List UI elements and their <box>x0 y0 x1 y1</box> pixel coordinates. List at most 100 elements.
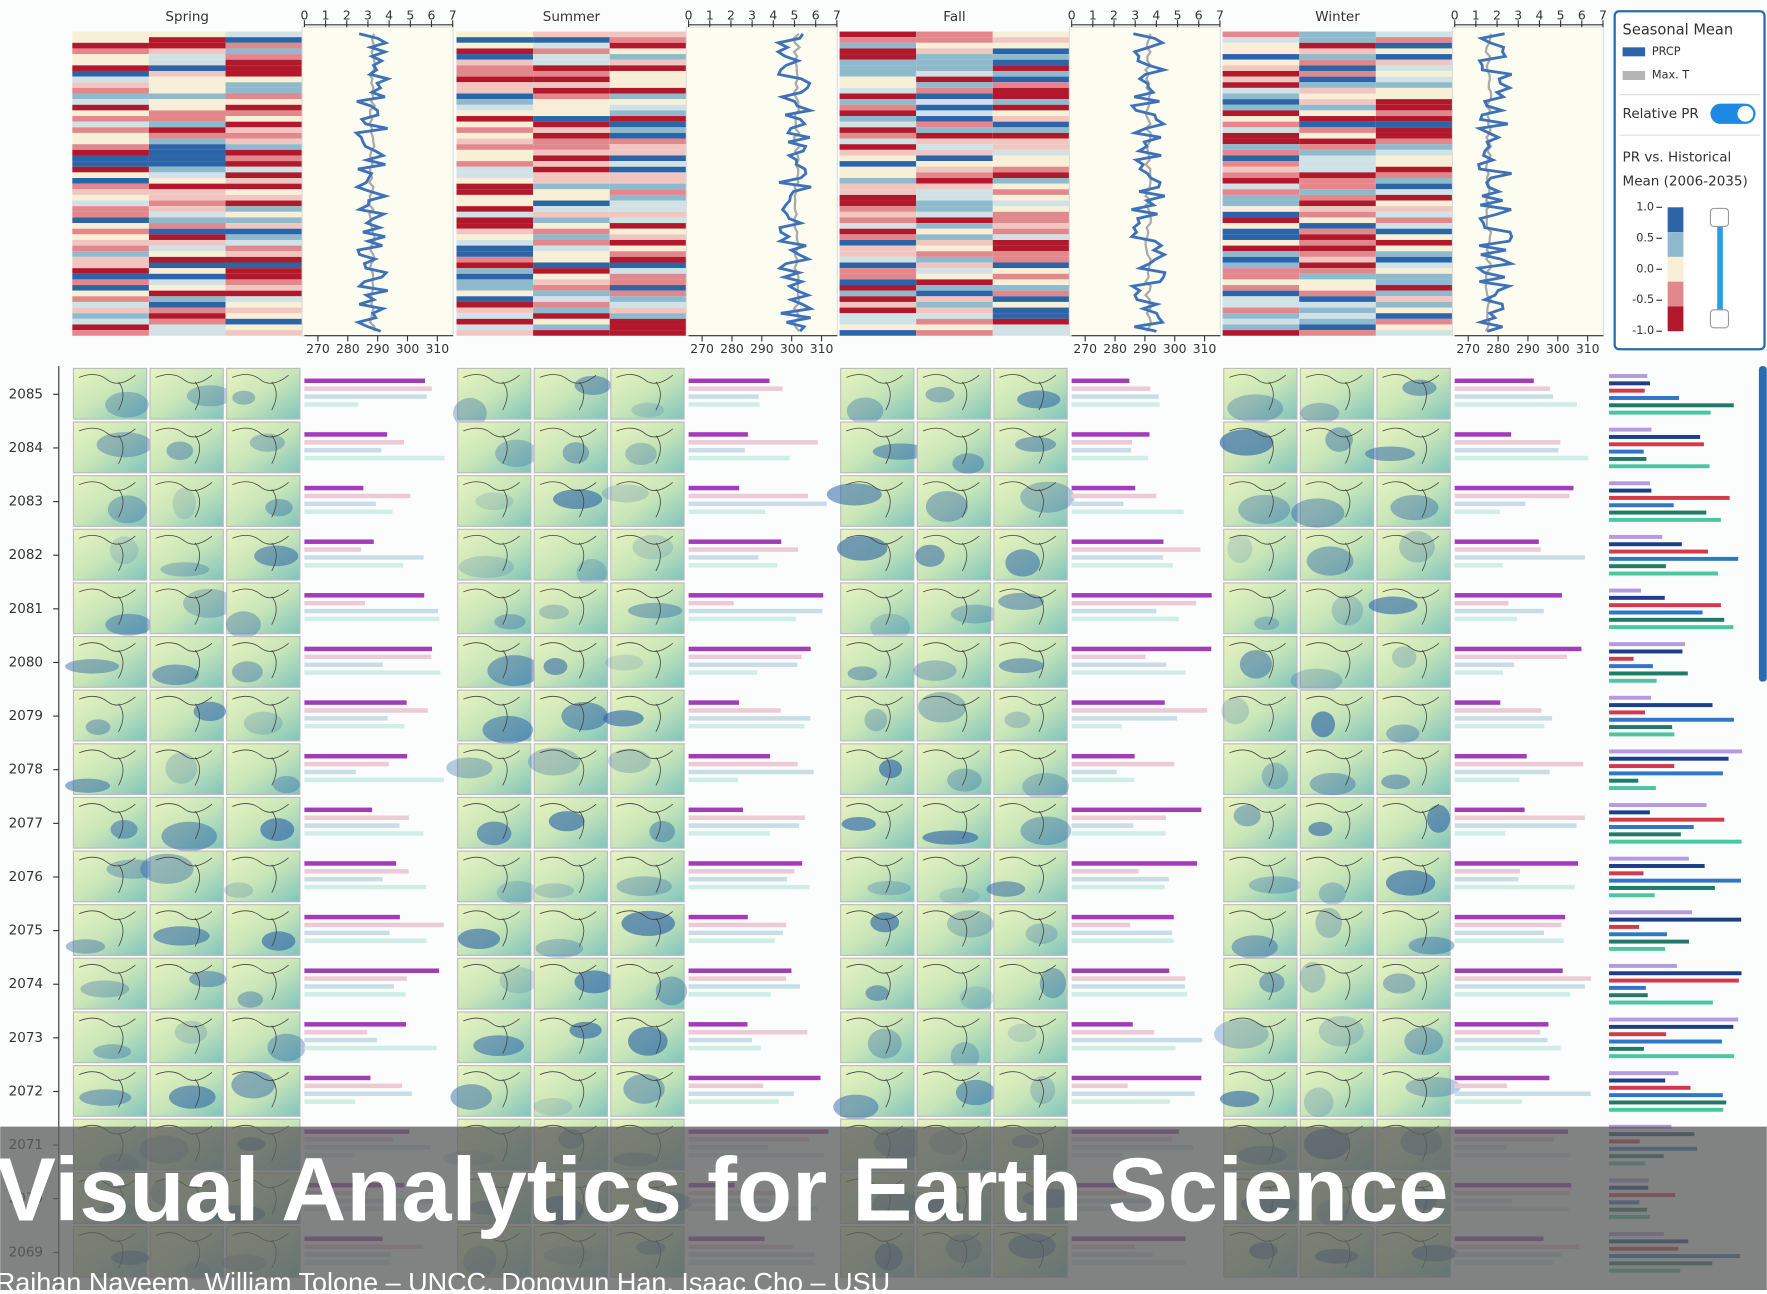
toggle[interactable] <box>1710 103 1756 124</box>
map-thumb <box>916 1011 992 1064</box>
heat-cell <box>533 290 610 297</box>
map-thumb <box>226 367 301 420</box>
map-coast <box>846 749 903 786</box>
slider-track[interactable] <box>1717 211 1723 319</box>
heat-cell <box>225 76 303 83</box>
heat-cell <box>839 178 917 184</box>
stat-bar <box>688 716 811 721</box>
slider-handle[interactable] <box>1709 309 1730 329</box>
map-coast <box>1305 749 1363 786</box>
map-blob <box>625 442 657 466</box>
heat-cell <box>1375 228 1453 235</box>
heat-cell <box>225 48 303 55</box>
stat-bar <box>688 968 792 973</box>
heat-cell <box>533 223 610 229</box>
heat-cell <box>225 228 303 235</box>
heat-cell <box>1222 285 1300 291</box>
heat-cell <box>916 279 993 286</box>
map-blob <box>174 1020 208 1044</box>
heat-cell <box>72 262 149 269</box>
heat-cell <box>1299 251 1376 257</box>
map-blob <box>998 658 1045 674</box>
map-blob <box>476 821 512 846</box>
map-blob <box>1290 668 1343 693</box>
heat-cell <box>1222 307 1300 314</box>
heat-cell <box>1375 251 1453 257</box>
heat-cell <box>148 285 226 291</box>
precip-tick-label: 1 <box>1089 7 1097 22</box>
heat-cell <box>992 290 1070 297</box>
heat-cell <box>225 296 303 302</box>
heat-cell <box>1299 262 1376 269</box>
heat-cell <box>916 200 993 207</box>
stat-bar <box>688 555 759 560</box>
stat-bar <box>1071 968 1170 973</box>
map-coast <box>1229 535 1286 572</box>
map-blob <box>457 928 501 950</box>
map-blob <box>494 614 526 630</box>
stat-bar <box>1454 539 1539 544</box>
map-coast <box>1382 1017 1440 1054</box>
map-thumb <box>840 582 915 635</box>
summary-bar <box>1609 864 1705 868</box>
scrollbar <box>1758 366 1767 682</box>
heat-cell <box>1375 161 1453 167</box>
heat-cell <box>916 99 993 105</box>
heat-cell <box>1299 307 1376 314</box>
heat-cell <box>992 251 1070 257</box>
stat-bar <box>304 563 403 568</box>
toggle-knob[interactable] <box>1737 105 1754 122</box>
heat-cell <box>839 211 917 218</box>
heat-cell <box>1299 76 1376 83</box>
map-blob <box>628 1026 668 1056</box>
map-coast <box>539 588 597 625</box>
heat-cell <box>533 200 610 207</box>
heat-cell <box>533 194 610 201</box>
map-thumb <box>993 957 1068 1010</box>
heat-cell <box>839 313 917 319</box>
map-coast <box>616 856 674 893</box>
heat-cell <box>1222 127 1300 133</box>
stat-bar <box>1071 1022 1133 1027</box>
map-blob <box>1390 494 1439 521</box>
map-blob <box>952 453 985 474</box>
heat-cell <box>456 59 534 66</box>
heat-cell <box>916 42 993 49</box>
stat-bar <box>304 402 359 407</box>
precip-tick-label: 6 <box>812 7 820 22</box>
summary-bar <box>1609 1100 1727 1105</box>
slider-handle[interactable] <box>1709 207 1730 228</box>
map-blob <box>475 492 514 511</box>
summary-bar <box>1609 442 1704 447</box>
heat-cell <box>148 149 226 156</box>
heat-cell <box>456 228 534 235</box>
heat-cell <box>992 262 1070 269</box>
heat-cell <box>916 48 993 55</box>
stat-bar <box>688 654 802 660</box>
heat-cell <box>456 104 534 111</box>
heat-cell <box>72 290 149 297</box>
map-thumb <box>1223 850 1298 903</box>
stat-bar <box>1454 708 1542 713</box>
heat-cell <box>456 161 534 167</box>
stat-bar <box>1071 654 1146 660</box>
heat-cell <box>992 70 1070 77</box>
stat-bar <box>1071 386 1151 391</box>
map-coast <box>232 374 289 411</box>
stat-bar <box>304 761 389 767</box>
stat-bar <box>1071 402 1160 407</box>
heat-cell <box>533 110 610 117</box>
map-blob <box>1381 774 1411 790</box>
heat-cell <box>1222 59 1300 66</box>
heat-cell <box>1222 132 1300 139</box>
heat-cell <box>1299 268 1376 274</box>
map-blob <box>1227 394 1284 423</box>
map-blob <box>231 1071 276 1099</box>
summary-bar <box>1609 556 1739 561</box>
temp-tick-label: 280 <box>336 341 360 356</box>
heat-cell <box>148 70 226 77</box>
map-blob <box>1308 821 1333 837</box>
map-blob <box>1427 804 1451 833</box>
map-thumb <box>916 367 992 420</box>
summary-bar <box>1609 778 1639 783</box>
